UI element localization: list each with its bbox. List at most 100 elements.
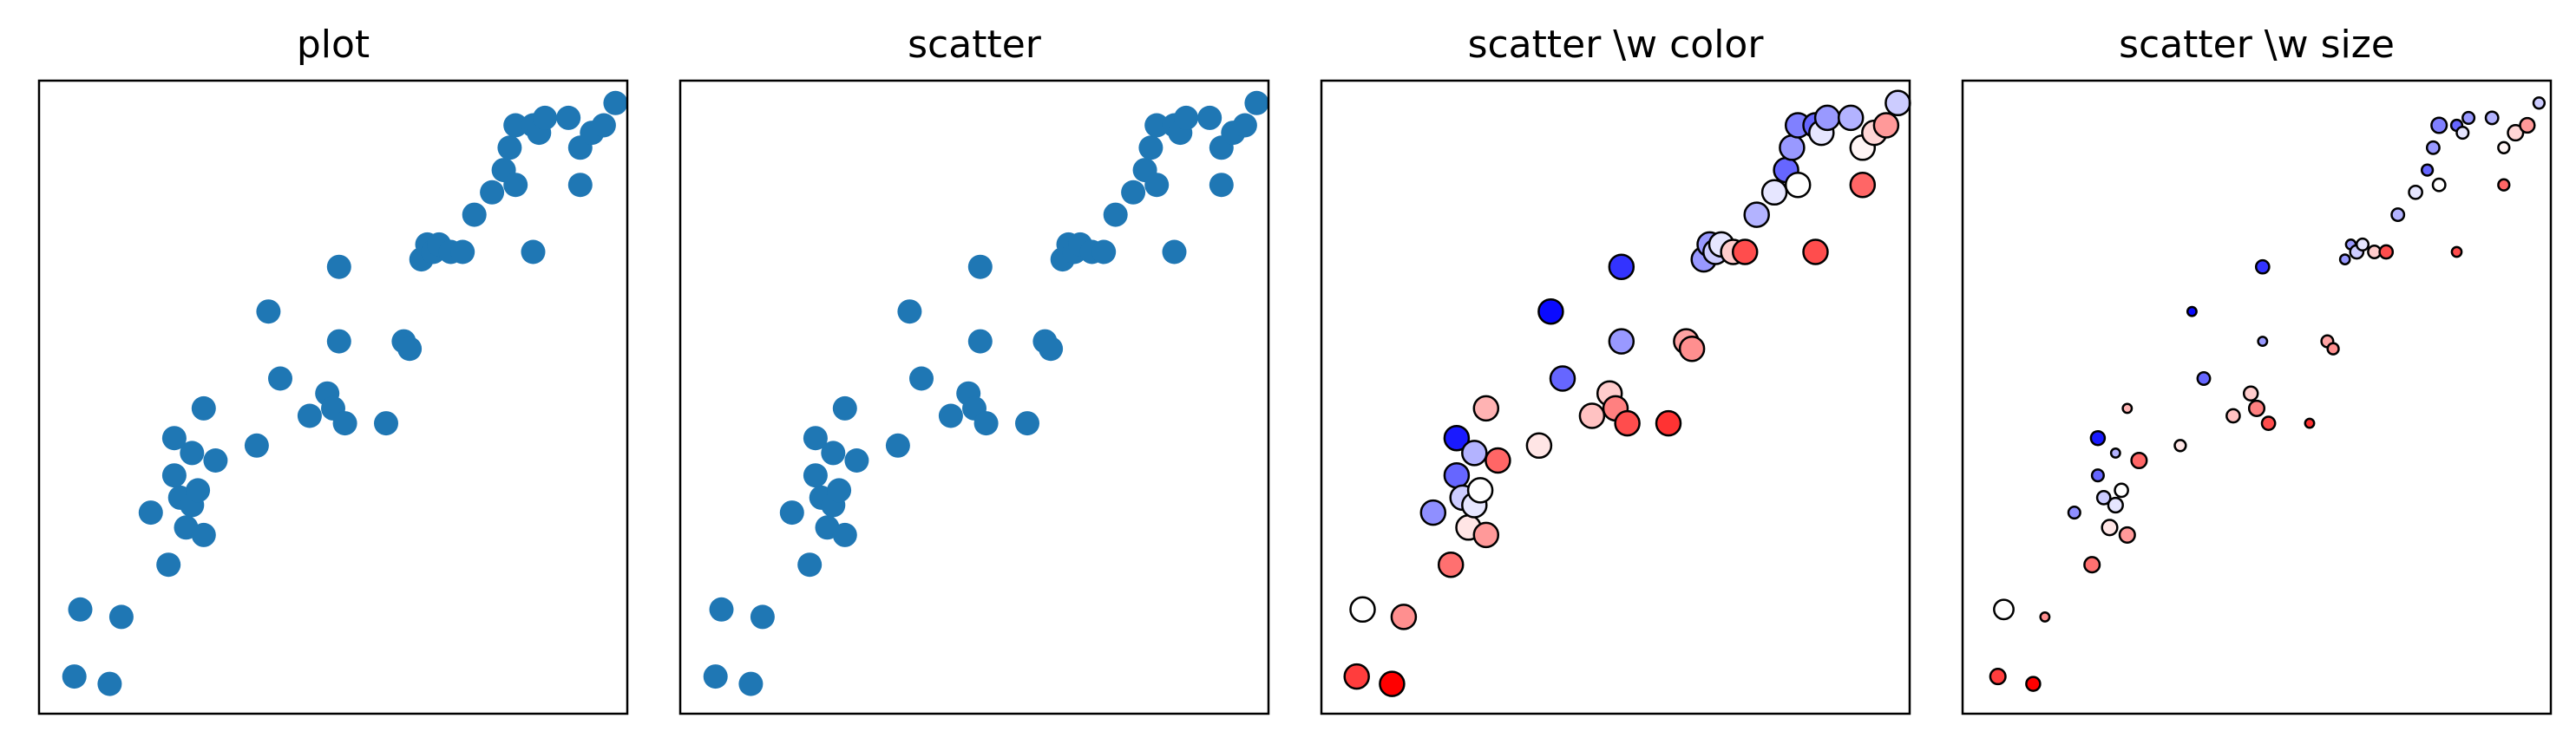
- point-plot-49: [603, 90, 628, 115]
- point-scatter-size-14: [2121, 402, 2134, 415]
- point-plot-37: [497, 135, 522, 160]
- point-scatter-6: [803, 426, 828, 451]
- point-scatter-4: [779, 500, 804, 526]
- panel-title-scatter-color: scatter \w color: [1468, 23, 1765, 67]
- point-scatter-size-48: [2519, 116, 2536, 134]
- point-scatter-size-36: [2420, 163, 2435, 177]
- point-scatter-color-6: [1443, 424, 1471, 452]
- point-scatter-15: [844, 448, 869, 473]
- point-scatter-size-42: [2455, 126, 2470, 140]
- point-scatter-size-39: [2430, 116, 2448, 134]
- point-plot-39: [503, 113, 528, 138]
- point-scatter-color-33: [1731, 238, 1759, 265]
- point-scatter-color-5: [1437, 551, 1465, 578]
- point-scatter-color-19: [1578, 402, 1606, 429]
- point-scatter-color-48: [1872, 112, 1900, 139]
- point-scatter-size-9: [2101, 519, 2119, 537]
- points-plot: [62, 90, 628, 696]
- point-scatter-44: [1197, 105, 1222, 130]
- point-scatter-size-12: [2114, 482, 2129, 499]
- point-scatter-43: [1174, 105, 1199, 130]
- point-plot-18: [268, 366, 292, 391]
- point-scatter-color-23: [1608, 253, 1635, 280]
- point-scatter-0: [703, 664, 728, 689]
- point-scatter-33: [1091, 239, 1117, 264]
- point-scatter-11: [821, 441, 846, 466]
- point-scatter-27: [1039, 336, 1064, 362]
- point-plot-43: [533, 105, 558, 130]
- point-scatter-size-41: [2450, 245, 2463, 258]
- points-scatter-color: [1343, 89, 1911, 697]
- point-scatter-38: [1144, 173, 1170, 198]
- point-scatter-37: [1138, 135, 1163, 160]
- point-plot-34: [462, 202, 487, 227]
- point-scatter-size-7: [2090, 468, 2105, 483]
- point-scatter-color-12: [1466, 477, 1494, 504]
- point-scatter-size-31: [2355, 237, 2370, 251]
- point-scatter-size-15: [2130, 451, 2148, 470]
- point-plot-33: [450, 239, 475, 264]
- point-scatter-color-43: [1813, 104, 1841, 132]
- point-scatter-color-7: [1443, 461, 1471, 489]
- axes-frame-scatter-color: [1320, 79, 1911, 715]
- point-scatter-size-10: [2107, 496, 2124, 514]
- point-scatter-size-44: [2484, 110, 2500, 126]
- point-scatter-color-35: [1760, 179, 1788, 206]
- point-plot-23: [326, 254, 351, 279]
- point-scatter-24: [973, 411, 999, 436]
- point-scatter-color-4: [1419, 499, 1447, 526]
- point-plot-35: [480, 180, 505, 205]
- point-scatter-35: [1121, 180, 1146, 205]
- point-scatter-size-27: [2326, 342, 2340, 356]
- point-plot-17: [256, 299, 281, 324]
- point-scatter-size-24: [2260, 415, 2277, 431]
- point-plot-0: [62, 664, 87, 689]
- point-scatter-22: [967, 329, 993, 354]
- point-scatter-color-44: [1837, 104, 1865, 132]
- point-scatter-size-38: [2431, 177, 2447, 193]
- point-scatter-18: [909, 366, 934, 391]
- points-scatter-size: [1989, 96, 2547, 692]
- point-scatter-color-16: [1525, 432, 1553, 460]
- point-scatter-size-46: [2497, 178, 2511, 192]
- point-scatter-size-1: [1993, 598, 2015, 621]
- point-scatter-size-22: [2257, 336, 2269, 348]
- point-scatter-color-25: [1655, 409, 1682, 437]
- point-scatter-size-16: [2173, 439, 2187, 453]
- point-scatter-size-19: [2225, 408, 2241, 424]
- point-scatter-7: [803, 463, 828, 488]
- point-scatter-size-34: [2390, 207, 2406, 223]
- point-plot-38: [503, 173, 528, 198]
- point-scatter-size-6: [2089, 429, 2107, 447]
- point-scatter-49: [1244, 90, 1269, 115]
- point-scatter-34: [1103, 202, 1128, 227]
- point-plot-16: [244, 433, 269, 458]
- point-scatter-19: [938, 403, 963, 428]
- point-scatter-size-28: [2338, 253, 2351, 265]
- point-scatter-color-11: [1461, 440, 1488, 467]
- point-scatter-color-17: [1537, 297, 1564, 325]
- point-scatter-size-35: [2408, 184, 2423, 200]
- point-scatter-48: [1232, 113, 1257, 138]
- point-scatter-size-25: [2304, 417, 2316, 429]
- point-plot-11: [180, 441, 205, 466]
- point-scatter-2: [738, 671, 764, 696]
- point-scatter-size-13: [2118, 526, 2136, 544]
- point-scatter-41: [1162, 239, 1187, 264]
- point-plot-1: [68, 597, 93, 622]
- point-scatter-size-17: [2186, 305, 2198, 317]
- point-plot-5: [156, 552, 181, 578]
- point-scatter-39: [1144, 113, 1170, 138]
- point-scatter-color-46: [1849, 171, 1877, 199]
- points-scatter: [703, 90, 1269, 696]
- panel-title-plot: plot: [297, 23, 370, 67]
- point-scatter-1: [709, 597, 734, 622]
- point-scatter-size-43: [2461, 110, 2476, 125]
- point-scatter-3: [750, 604, 775, 630]
- point-scatter-size-2: [2025, 676, 2042, 692]
- point-scatter-color-22: [1608, 328, 1635, 355]
- point-scatter-size-0: [1989, 668, 2007, 686]
- point-plot-7: [161, 463, 187, 488]
- point-scatter-16: [885, 433, 910, 458]
